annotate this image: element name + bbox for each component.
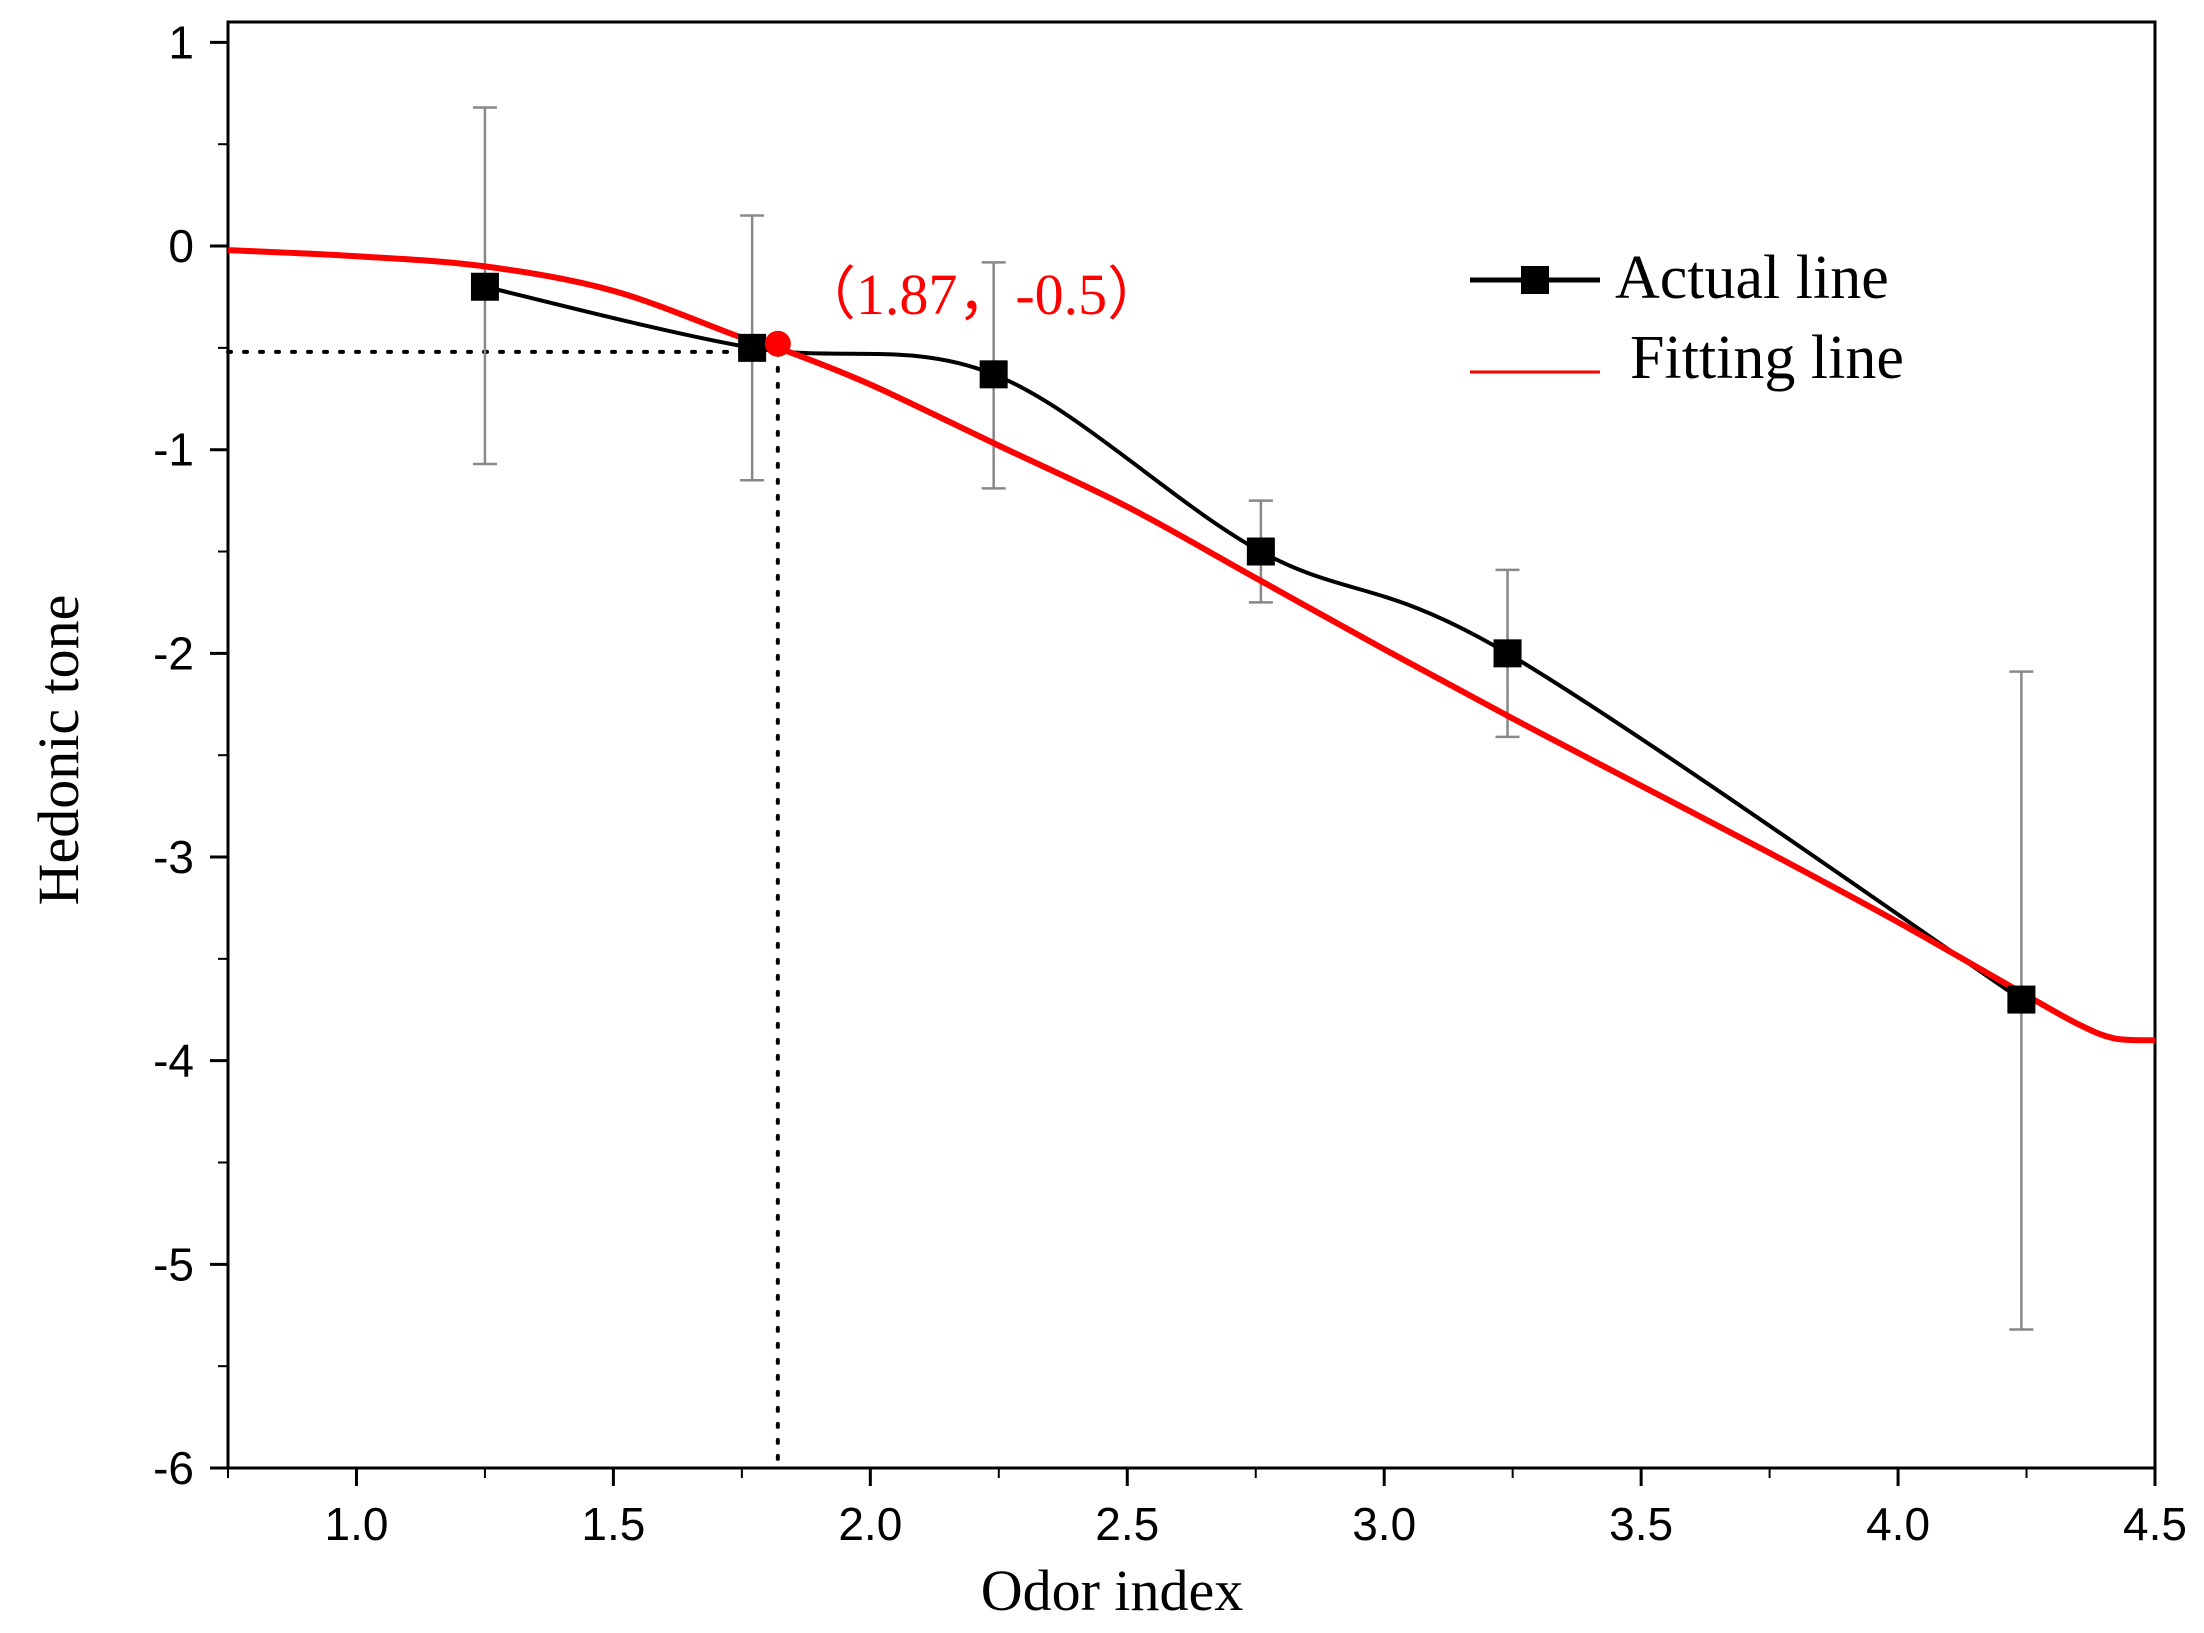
y-tick-label: -4 <box>153 1035 194 1087</box>
y-tick-label: -3 <box>153 831 194 883</box>
data-point <box>1246 537 1275 566</box>
fitting-line <box>227 247 2156 1044</box>
y-tick-label: 1 <box>168 16 194 68</box>
legend-label-actual: Actual line <box>1615 244 1889 312</box>
data-point <box>979 360 1008 389</box>
x-tick-label: 1.0 <box>324 1498 388 1550</box>
legend: Actual line Fitting line <box>1470 244 1904 392</box>
x-tick-label: 2.5 <box>1095 1498 1159 1550</box>
x-axis-title: Odor index <box>981 1558 1244 1623</box>
y-tick-label: -5 <box>153 1238 194 1290</box>
y-tick-label: -6 <box>153 1442 194 1494</box>
data-point <box>738 333 767 362</box>
x-tick-label: 3.0 <box>1352 1498 1416 1550</box>
x-tick-label: 1.5 <box>581 1498 645 1550</box>
x-tick-label: 4.5 <box>2123 1498 2187 1550</box>
actual-line <box>484 284 2023 1002</box>
annotation-label: （1.87，-0.5） <box>798 262 1165 327</box>
reference-lines <box>226 349 780 1470</box>
x-tick-label: 3.5 <box>1609 1498 1673 1550</box>
series-layer <box>227 106 2156 1331</box>
data-point <box>1493 639 1522 668</box>
y-tick-label: -2 <box>153 627 194 679</box>
y-axis-title: Hedonic tone <box>26 595 91 906</box>
plot-border <box>226 20 2157 1470</box>
ticks-layer: 1.0 1.5 2.0 2.5 3.0 3.5 4.0 4.5 1 0 -1 -2 -3 -4 -5 -6 <box>153 16 2187 1550</box>
legend-label-fitting: Fitting line <box>1630 324 1904 392</box>
annotation-point <box>764 330 791 357</box>
x-tick-label: 4.0 <box>1866 1498 1930 1550</box>
x-tick-label: 2.0 <box>838 1498 902 1550</box>
legend-marker-actual <box>1521 266 1549 294</box>
annotation: （1.87，-0.5） <box>764 262 1165 357</box>
data-point <box>470 272 499 301</box>
plot-frame <box>226 20 2157 1470</box>
y-tick-label: -1 <box>153 424 194 476</box>
y-tick-label: 0 <box>168 220 194 272</box>
data-point <box>2007 985 2036 1014</box>
